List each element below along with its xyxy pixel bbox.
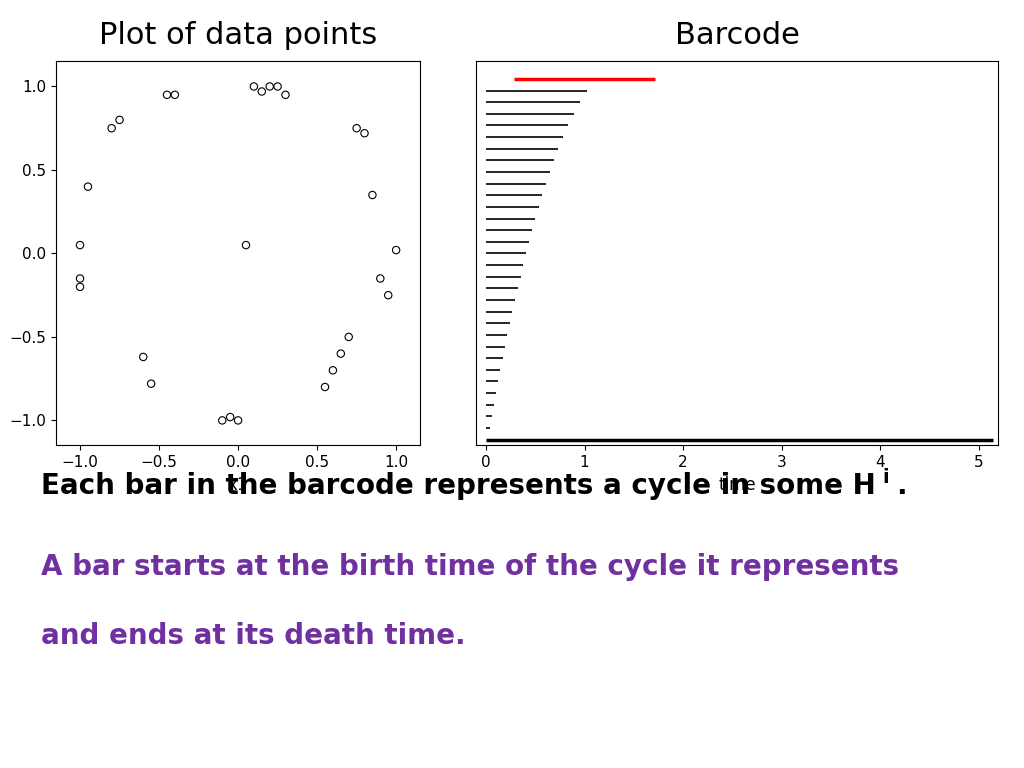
Point <box>167 88 183 101</box>
Text: Each bar in the barcode represents a cycle in some H: Each bar in the barcode represents a cyc… <box>41 472 876 500</box>
Text: Barcode: Barcode <box>675 21 800 50</box>
Point <box>229 414 246 426</box>
Point <box>356 127 373 139</box>
Point <box>325 364 341 376</box>
Point <box>278 88 294 101</box>
X-axis label: time: time <box>719 475 756 494</box>
Text: Plot of data points: Plot of data points <box>99 21 377 50</box>
Point <box>254 85 270 98</box>
Point <box>269 81 286 93</box>
Point <box>159 88 175 101</box>
Point <box>348 122 365 134</box>
Point <box>380 289 396 301</box>
Point <box>261 81 278 93</box>
Point <box>112 114 128 126</box>
Point <box>246 81 262 93</box>
Point <box>214 414 230 426</box>
Point <box>365 189 381 201</box>
Text: and ends at its death time.: and ends at its death time. <box>41 622 466 650</box>
Text: i: i <box>883 468 889 488</box>
Point <box>222 411 239 423</box>
Point <box>333 347 349 359</box>
Point <box>103 122 120 134</box>
Point <box>316 381 333 393</box>
Point <box>372 273 388 285</box>
Point <box>238 239 254 251</box>
Point <box>80 180 96 193</box>
X-axis label: x1: x1 <box>227 475 249 494</box>
Point <box>72 239 88 251</box>
Point <box>341 331 357 343</box>
Text: .: . <box>896 472 906 500</box>
Point <box>72 280 88 293</box>
Point <box>388 244 404 257</box>
Text: A bar starts at the birth time of the cycle it represents: A bar starts at the birth time of the cy… <box>41 553 899 581</box>
Point <box>135 351 152 363</box>
Point <box>72 273 88 285</box>
Y-axis label: x2: x2 <box>0 243 4 263</box>
Point <box>143 378 160 390</box>
